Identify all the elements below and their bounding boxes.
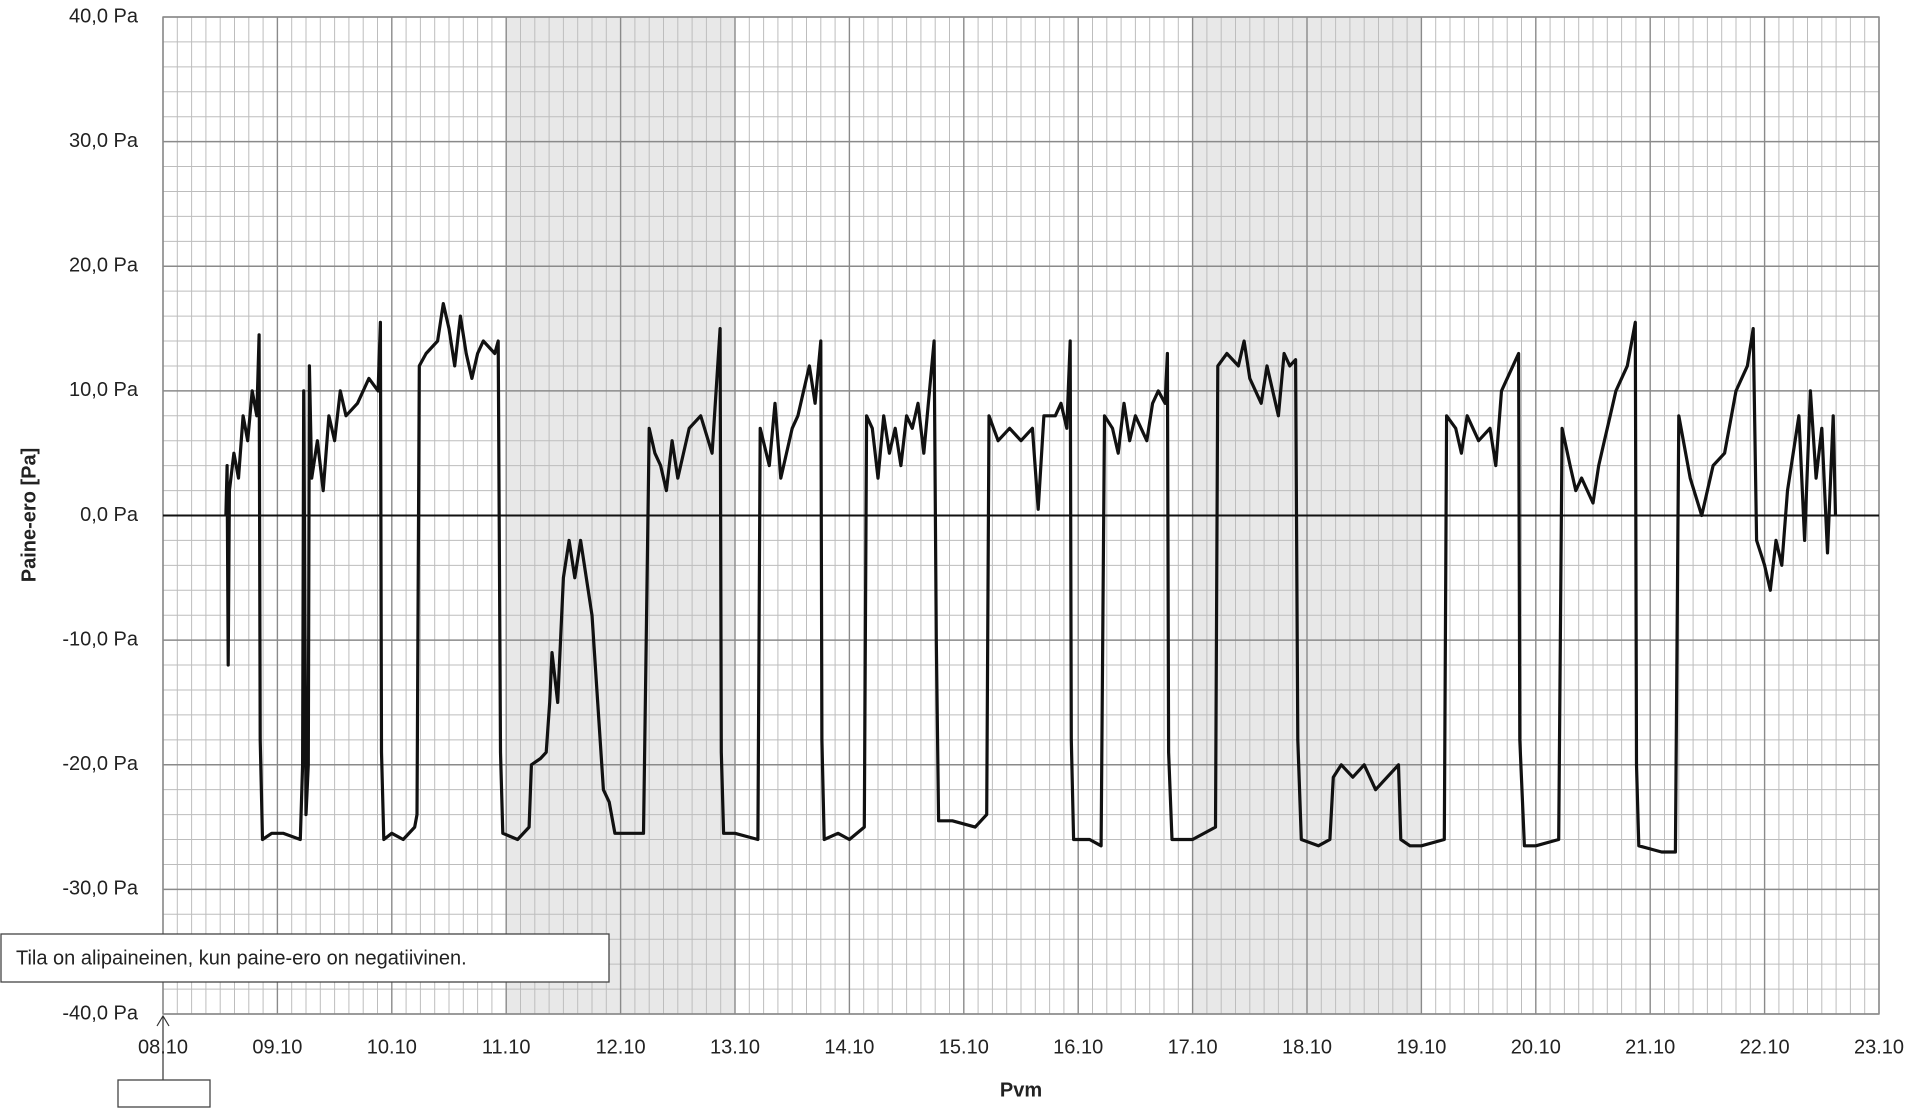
x-tick-label: 17.10 [1168, 1036, 1218, 1058]
x-tick-label: 10.10 [367, 1036, 417, 1058]
x-tick-label: 16.10 [1053, 1036, 1103, 1058]
data-line [224, 302, 1838, 854]
x-tick-label: 18.10 [1282, 1036, 1332, 1058]
y-tick-label: 0,0 Pa [80, 504, 139, 526]
x-tick-label: 21.10 [1625, 1036, 1675, 1058]
x-tick-label: 11.10 [482, 1036, 531, 1058]
y-tick-label: 10,0 Pa [69, 379, 139, 401]
x-tick-label: 23.10 [1854, 1036, 1904, 1058]
x-tick-label: 15.10 [939, 1036, 989, 1058]
x-tick-label: 14.10 [824, 1036, 874, 1058]
y-tick-label: -30,0 Pa [62, 878, 138, 900]
annotation-box [0, 933, 610, 983]
x-tick-label: 13.10 [710, 1036, 760, 1058]
y-tick-label: 20,0 Pa [69, 255, 139, 277]
annotation-arrowhead [156, 1014, 170, 1027]
y-axis-title: Paine-ero [Pa] [18, 448, 40, 582]
x-tick-label: 22.10 [1740, 1036, 1790, 1058]
x-tick-label: 20.10 [1511, 1036, 1561, 1058]
x-tick-label: 09.10 [252, 1036, 302, 1058]
y-tick-label: 40,0 Pa [69, 5, 139, 27]
y-tick-label: 30,0 Pa [69, 130, 139, 152]
y-tick-label: -10,0 Pa [62, 628, 138, 650]
y-tick-label: -20,0 Pa [62, 753, 138, 775]
empty-box [117, 1079, 211, 1108]
x-axis-title: Pvm [1000, 1079, 1042, 1101]
x-tick-label: 19.10 [1396, 1036, 1446, 1058]
y-tick-label: -40,0 Pa [62, 1002, 138, 1024]
x-tick-label: 12.10 [596, 1036, 646, 1058]
annotation: Tila on alipaineinen, kun paine-ero on n… [16, 947, 467, 969]
